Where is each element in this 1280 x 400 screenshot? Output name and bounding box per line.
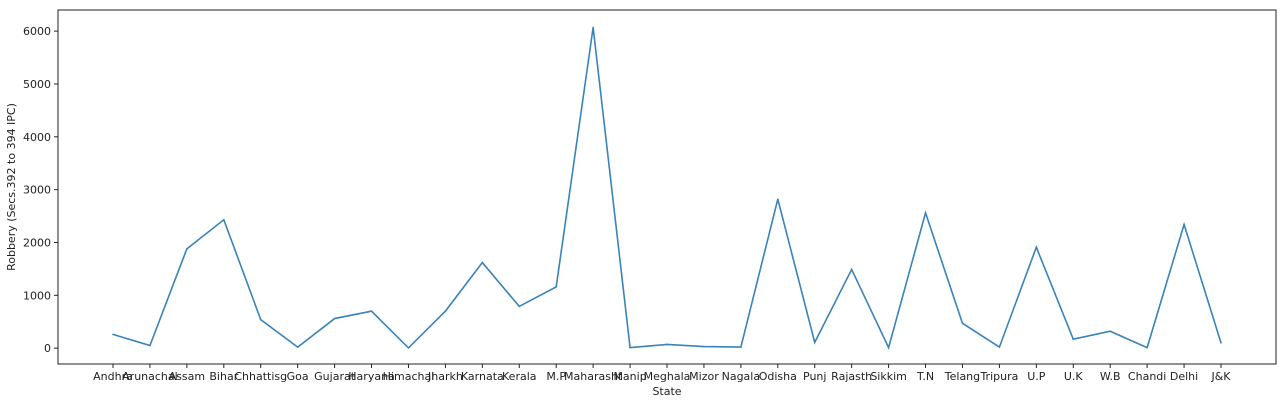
x-tick-label: Sikkim: [870, 370, 907, 383]
x-tick-label: Bihar: [209, 370, 238, 383]
data-point: [112, 333, 114, 336]
y-tick-label: 2000: [23, 236, 51, 249]
data-point: [518, 305, 521, 308]
data-point: [740, 346, 742, 348]
x-tick-label: Haryana: [348, 370, 395, 383]
data-point: [813, 341, 816, 344]
x-tick-label: Himachal: [383, 370, 435, 383]
y-tick-label: 5000: [23, 78, 51, 91]
data-point: [481, 261, 484, 264]
data-point: [186, 248, 188, 250]
x-tick-label: Meghala: [644, 370, 691, 383]
data-point: [777, 198, 779, 200]
data-point: [149, 344, 151, 347]
x-tick-label: Karnata: [461, 370, 504, 383]
data-point: [1146, 346, 1148, 349]
data-point: [961, 322, 964, 325]
data-point: [1035, 246, 1038, 249]
x-tick-label: U.K: [1064, 370, 1084, 383]
x-tick-label: W.B: [1100, 370, 1121, 383]
x-tick-label: Manip: [613, 370, 646, 383]
x-tick-label: Telang: [944, 370, 980, 383]
plot-frame: [57, 9, 1277, 365]
x-tick-label: Maharasht: [564, 370, 623, 383]
data-point: [555, 286, 557, 288]
data-point: [887, 346, 890, 349]
y-axis-title: Robbery (Secs.392 to 394 IPC): [5, 103, 18, 271]
y-axis: 0 1000 2000 3000 4000 5000 6000: [23, 25, 58, 355]
x-tick-label: Nagala: [722, 370, 761, 383]
data-point: [924, 212, 927, 214]
x-tick-label: Chhattisg: [234, 370, 287, 383]
data-point: [629, 346, 631, 349]
data-point: [592, 26, 594, 29]
x-tick-label: Delhi: [1170, 370, 1198, 383]
x-tick-label: Kerala: [502, 370, 537, 383]
x-tick-label: Jharkh: [427, 370, 463, 383]
x-tick-label: Odisha: [759, 370, 797, 383]
x-tick-label: M.P: [546, 370, 566, 383]
x-tick-label: Assam: [169, 370, 205, 383]
data-point: [1220, 342, 1222, 344]
y-tick-label: 0: [44, 342, 51, 355]
data-point: [1109, 330, 1111, 333]
y-tick-label: 4000: [23, 131, 51, 144]
x-tick-label: Tripura: [979, 370, 1018, 383]
x-tick-label: J&K: [1210, 370, 1231, 383]
y-tick-label: 3000: [23, 184, 51, 197]
data-point: [296, 346, 299, 348]
x-tick-label: Andhra: [93, 370, 133, 383]
data-point: [370, 310, 373, 312]
data-point: [703, 345, 705, 348]
x-tick-label: Punj: [803, 370, 826, 383]
y-tick-label: 6000: [23, 25, 51, 38]
x-tick-label: Goa: [287, 370, 309, 383]
x-tick-label: U.P: [1027, 370, 1046, 383]
data-point: [1183, 223, 1185, 226]
x-tick-label: T.N: [916, 370, 934, 383]
x-tick-label: Rajasth: [831, 370, 872, 383]
x-axis-title: State: [652, 385, 681, 398]
data-point: [333, 317, 336, 320]
y-tick-label: 1000: [23, 289, 51, 302]
x-tick-label: Mizor: [689, 370, 719, 383]
data-point: [666, 343, 668, 346]
data-point: [259, 318, 262, 321]
data-point: [1072, 338, 1075, 340]
x-tick-label: Gujarat: [314, 370, 356, 383]
data-point: [444, 310, 447, 312]
data-point: [850, 268, 853, 271]
data-point: [998, 346, 1001, 348]
x-tick-label: Chandi: [1128, 370, 1166, 383]
data-point: [223, 218, 225, 221]
data-point: [407, 347, 410, 349]
x-tick-label: Arunachal: [122, 370, 178, 383]
